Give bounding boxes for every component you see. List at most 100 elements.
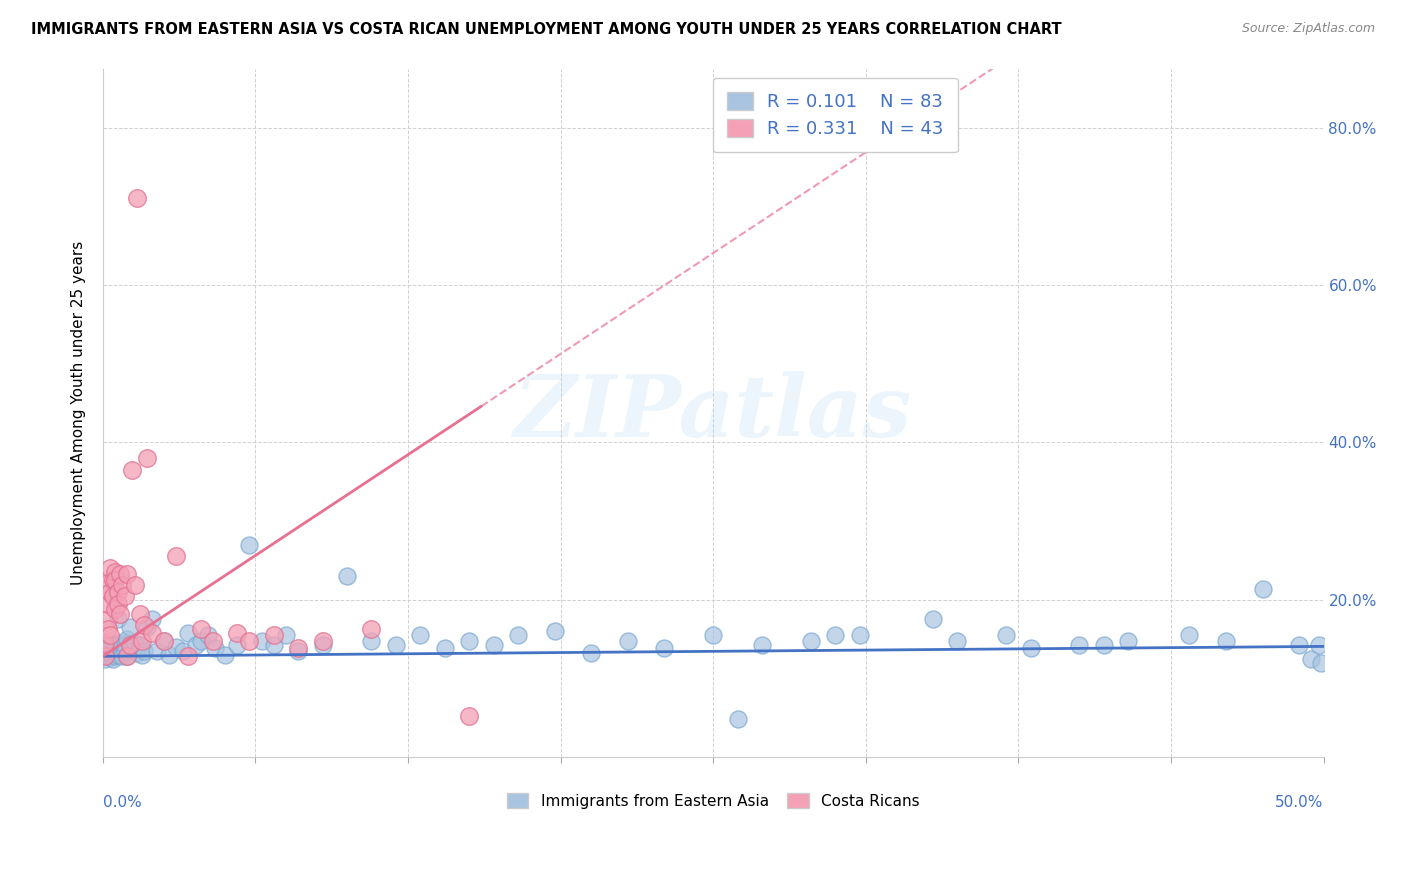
Point [177, 625, 200, 640]
Point [482, 638, 505, 652]
Point [104, 649, 127, 664]
Point [124, 578, 146, 592]
Point [94, 649, 117, 664]
Point [579, 646, 602, 660]
Point [97, 649, 120, 664]
Point [946, 633, 969, 648]
Point [101, 648, 124, 662]
Point [121, 463, 143, 477]
Point [134, 617, 156, 632]
Point [107, 584, 129, 599]
Point [97, 612, 120, 626]
Point [800, 633, 823, 648]
Point [117, 649, 139, 664]
Point [131, 648, 153, 662]
Point [101, 573, 124, 587]
Point [287, 641, 309, 656]
Point [226, 625, 249, 640]
Point [1116, 633, 1139, 648]
Point [117, 567, 139, 582]
Point [1308, 638, 1330, 652]
Point [214, 648, 236, 662]
Point [702, 628, 724, 642]
Point [97, 644, 120, 658]
Point [104, 565, 127, 579]
Point [263, 638, 285, 652]
Point [824, 628, 846, 642]
Point [101, 651, 124, 665]
Point [263, 628, 285, 642]
Point [111, 646, 134, 660]
Point [107, 597, 129, 611]
Point [117, 649, 139, 664]
Point [104, 644, 127, 658]
Point [190, 633, 212, 648]
Point [108, 567, 131, 582]
Point [458, 633, 481, 648]
Point [141, 612, 163, 626]
Legend: Immigrants from Eastern Asia, Costa Ricans: Immigrants from Eastern Asia, Costa Rica… [501, 787, 925, 814]
Point [360, 623, 382, 637]
Point [727, 712, 749, 726]
Point [226, 638, 249, 652]
Point [238, 633, 260, 648]
Point [94, 648, 117, 662]
Point [97, 623, 120, 637]
Point [118, 638, 141, 652]
Point [94, 577, 117, 591]
Point [145, 644, 167, 658]
Point [274, 628, 297, 642]
Point [118, 620, 141, 634]
Point [127, 191, 149, 205]
Point [458, 709, 481, 723]
Point [1215, 633, 1237, 648]
Point [433, 641, 456, 656]
Point [135, 620, 157, 634]
Point [153, 633, 176, 648]
Point [751, 638, 773, 652]
Point [108, 636, 131, 650]
Point [135, 450, 157, 465]
Point [165, 549, 187, 564]
Point [98, 641, 121, 656]
Y-axis label: Unemployment Among Youth under 25 years: Unemployment Among Youth under 25 years [72, 241, 86, 585]
Point [922, 612, 945, 626]
Point [101, 638, 124, 652]
Point [848, 628, 870, 642]
Point [128, 638, 150, 652]
Point [1310, 656, 1333, 670]
Point [336, 569, 359, 583]
Point [111, 649, 134, 664]
Point [1178, 628, 1201, 642]
Point [1288, 638, 1310, 652]
Text: 0.0%: 0.0% [103, 795, 142, 810]
Point [141, 625, 163, 640]
Point [1301, 651, 1323, 665]
Point [127, 646, 149, 660]
Point [117, 632, 139, 646]
Point [131, 633, 153, 648]
Point [157, 648, 180, 662]
Point [108, 607, 131, 621]
Point [1251, 582, 1274, 597]
Text: 50.0%: 50.0% [1275, 795, 1323, 810]
Text: ZIPatlas: ZIPatlas [515, 371, 912, 455]
Point [124, 636, 146, 650]
Point [204, 641, 226, 656]
Point [617, 633, 640, 648]
Point [121, 641, 143, 656]
Point [107, 612, 129, 626]
Point [128, 607, 150, 621]
Point [409, 628, 432, 642]
Point [98, 650, 121, 665]
Point [104, 573, 127, 587]
Point [153, 633, 176, 648]
Point [94, 636, 117, 650]
Point [311, 638, 333, 652]
Point [98, 628, 121, 642]
Point [1092, 638, 1115, 652]
Point [654, 641, 676, 656]
Point [995, 628, 1018, 642]
Point [1019, 641, 1042, 656]
Point [94, 651, 117, 665]
